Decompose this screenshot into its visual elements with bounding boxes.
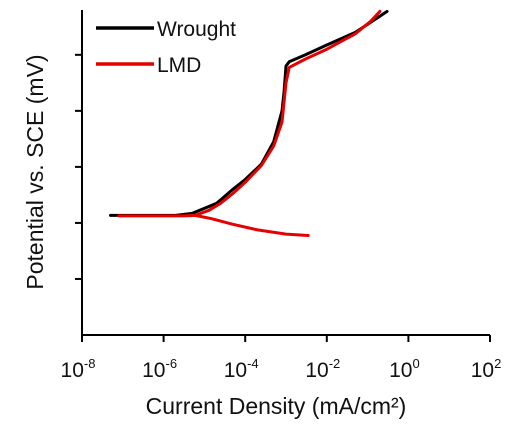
x-tick-label: 102 [471, 356, 502, 382]
x-tick-label: 10-8 [61, 356, 96, 382]
y-axis-ticks [75, 53, 82, 280]
x-tick-label: 100 [389, 356, 420, 382]
x-tick-label: 10-2 [305, 356, 340, 382]
x-axis-tick-labels: 10-8 10-6 10-4 10-2 100 102 [61, 356, 502, 382]
x-tick-label: 10-6 [142, 356, 177, 382]
series-branch-lmd [193, 213, 310, 237]
legend-label-wrought: Wrought [157, 18, 236, 41]
y-axis-label: Potential vs. SCE (mV) [22, 54, 48, 289]
x-axis-ticks [81, 335, 491, 342]
legend-label-lmd: LMD [157, 54, 201, 77]
legend: Wrought LMD [96, 18, 236, 77]
series-line-wrought [109, 9, 389, 217]
x-tick-label: 10-4 [224, 356, 259, 382]
plot-axes [81, 10, 490, 336]
x-axis-label: Current Density (mA/cm²) [146, 393, 407, 419]
series-layer [109, 9, 389, 237]
series-line-lmd [117, 9, 382, 218]
